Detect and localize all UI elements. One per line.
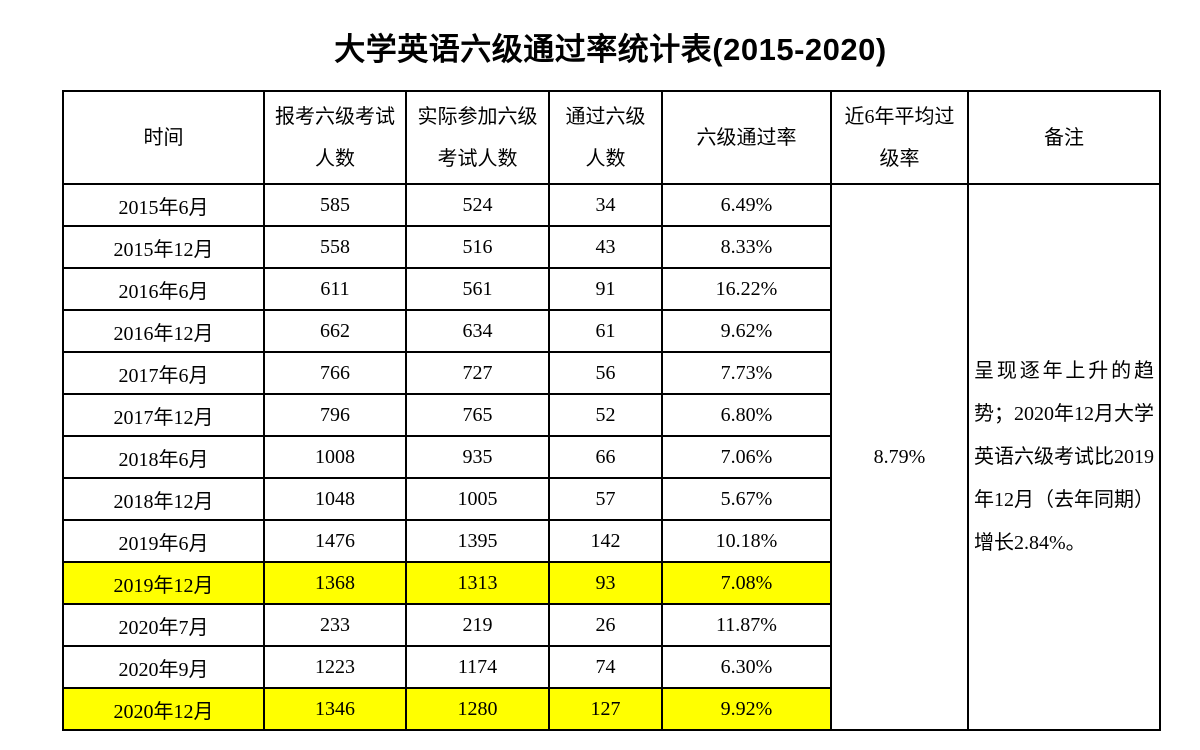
table-row: 2015年6月 585 524 34 6.49% 8.79% 呈现逐年上升的趋势；2020年… [62, 183, 1161, 731]
table-body: 2015年6月 585 524 34 6.49% 8.79% 呈现逐年上升的趋势；2020年… [62, 183, 1161, 731]
cell-registered: 1368 [263, 561, 407, 605]
cell-period: 2019年12月 [62, 561, 265, 605]
col-header-remarks: 备注 [967, 90, 1161, 185]
cell-passed: 74 [548, 645, 663, 689]
cell-passed: 127 [548, 687, 663, 731]
cell-registered: 611 [263, 267, 407, 311]
table-row: 2020年12月 1346 1280 127 9.92% [62, 687, 1160, 731]
cell-rate: 11.87% [661, 603, 832, 647]
remark-cell: 呈现逐年上升的趋势；2020年12月大学英语六级考试比2019年12月（去年同期… [967, 183, 1161, 731]
table-row: 2020年7月 233 219 26 11.87% [62, 603, 1160, 647]
cell-period: 2015年12月 [62, 225, 265, 269]
header-row: 时间 报考六级考试人数 实际参加六级考试人数 通过六级人数 六级通过率 近6年平… [62, 90, 1161, 185]
cell-period: 2017年12月 [62, 393, 265, 437]
cell-attended: 935 [405, 435, 550, 479]
cell-period: 2016年12月 [62, 309, 265, 353]
cell-period: 2017年6月 [62, 351, 265, 395]
cell-passed: 26 [548, 603, 663, 647]
cell-passed: 66 [548, 435, 663, 479]
cell-registered: 1223 [263, 645, 407, 689]
cell-registered: 796 [263, 393, 407, 437]
cell-passed: 91 [548, 267, 663, 311]
table-row: 2017年6月 766 727 56 7.73% [62, 351, 1160, 395]
cell-registered: 558 [263, 225, 407, 269]
avg-pass-rate-cell: 8.79% [830, 183, 969, 731]
cell-attended: 634 [405, 309, 550, 353]
cell-attended: 516 [405, 225, 550, 269]
cell-rate: 5.67% [661, 477, 832, 521]
cell-passed: 43 [548, 225, 663, 269]
cell-attended: 1280 [405, 687, 550, 731]
table-row: 2019年6月 1476 1395 142 10.18% [62, 519, 1160, 563]
col-header-time: 时间 [62, 90, 265, 185]
col-header-registered: 报考六级考试人数 [263, 90, 407, 185]
cell-rate: 9.92% [661, 687, 832, 731]
cell-registered: 1476 [263, 519, 407, 563]
cell-attended: 1395 [405, 519, 550, 563]
cell-registered: 1346 [263, 687, 407, 731]
table-row: 2017年12月 796 765 52 6.80% [62, 393, 1160, 437]
cell-rate: 16.22% [661, 267, 832, 311]
cell-rate: 10.18% [661, 519, 832, 563]
cell-registered: 1008 [263, 435, 407, 479]
cell-period: 2015年6月 [62, 183, 265, 227]
cell-rate: 7.08% [661, 561, 832, 605]
cell-attended: 727 [405, 351, 550, 395]
cell-registered: 1048 [263, 477, 407, 521]
col-header-passed: 通过六级人数 [548, 90, 663, 185]
cell-period: 2020年7月 [62, 603, 265, 647]
cell-rate: 6.80% [661, 393, 832, 437]
cell-passed: 61 [548, 309, 663, 353]
cell-period: 2020年9月 [62, 645, 265, 689]
cell-attended: 561 [405, 267, 550, 311]
cell-rate: 6.49% [661, 183, 832, 227]
cell-attended: 219 [405, 603, 550, 647]
cell-attended: 1005 [405, 477, 550, 521]
cell-rate: 7.06% [661, 435, 832, 479]
cell-period: 2019年6月 [62, 519, 265, 563]
cell-period: 2018年6月 [62, 435, 265, 479]
table-row: 2016年12月 662 634 61 9.62% [62, 309, 1160, 353]
cell-period: 2018年12月 [62, 477, 265, 521]
cell-registered: 585 [263, 183, 407, 227]
table-row: 2015年12月 558 516 43 8.33% [62, 225, 1160, 269]
page-title: 大学英语六级通过率统计表(2015-2020) [334, 32, 887, 67]
table-row: 2020年9月 1223 1174 74 6.30% [62, 645, 1160, 689]
col-header-attended: 实际参加六级考试人数 [405, 90, 550, 185]
cell-passed: 57 [548, 477, 663, 521]
cet6-pass-rate-table: 时间 报考六级考试人数 实际参加六级考试人数 通过六级人数 六级通过率 近6年平… [62, 90, 1161, 731]
table-row: 2016年6月 611 561 91 16.22% [62, 267, 1160, 311]
table-row: 2018年6月 1008 935 66 7.06% [62, 435, 1160, 479]
cell-registered: 662 [263, 309, 407, 353]
cell-rate: 7.73% [661, 351, 832, 395]
cell-attended: 524 [405, 183, 550, 227]
cell-period: 2020年12月 [62, 687, 265, 731]
cell-rate: 6.30% [661, 645, 832, 689]
cell-rate: 8.33% [661, 225, 832, 269]
cell-period: 2016年6月 [62, 267, 265, 311]
table-row: 2018年12月 1048 1005 57 5.67% [62, 477, 1160, 521]
col-header-6yr-avg-rate: 近6年平均过级率 [830, 90, 969, 185]
cell-registered: 766 [263, 351, 407, 395]
cell-passed: 56 [548, 351, 663, 395]
cell-attended: 1174 [405, 645, 550, 689]
cell-attended: 1313 [405, 561, 550, 605]
cell-rate: 9.62% [661, 309, 832, 353]
table-row: 2019年12月 1368 1313 93 7.08% [62, 561, 1160, 605]
cell-passed: 34 [548, 183, 663, 227]
cell-attended: 765 [405, 393, 550, 437]
cell-registered: 233 [263, 603, 407, 647]
cell-passed: 93 [548, 561, 663, 605]
col-header-pass-rate: 六级通过率 [661, 90, 832, 185]
cell-passed: 52 [548, 393, 663, 437]
cell-passed: 142 [548, 519, 663, 563]
